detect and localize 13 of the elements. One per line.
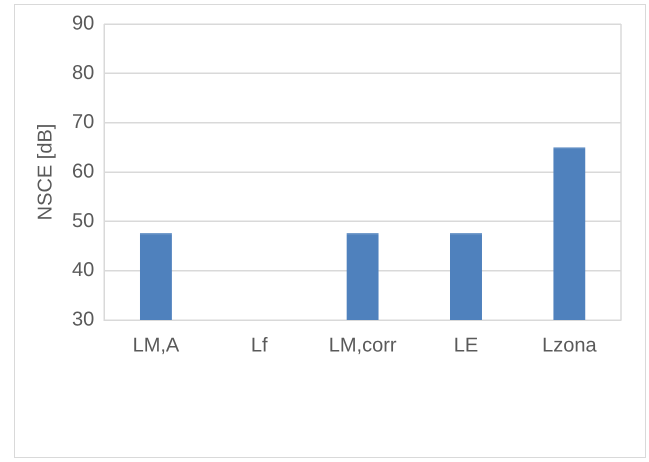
y-axis-title: NSCE [dB] xyxy=(34,124,57,220)
x-tick-label: LM,corr xyxy=(328,334,397,357)
y-tick-label: 70 xyxy=(72,111,94,134)
x-tick-label: Lzona xyxy=(542,334,598,357)
x-tick-label: LM,A xyxy=(132,334,180,357)
y-tick-label: 40 xyxy=(72,259,94,282)
y-tick-label: 60 xyxy=(72,160,94,183)
y-tick-label: 50 xyxy=(72,210,94,232)
y-tick-label: 80 xyxy=(72,62,94,84)
x-tick-label: LE xyxy=(454,334,478,357)
y-tick-label: 30 xyxy=(72,308,94,331)
y-tick-label: 90 xyxy=(72,12,94,35)
x-tick-label: Lf xyxy=(250,334,268,357)
